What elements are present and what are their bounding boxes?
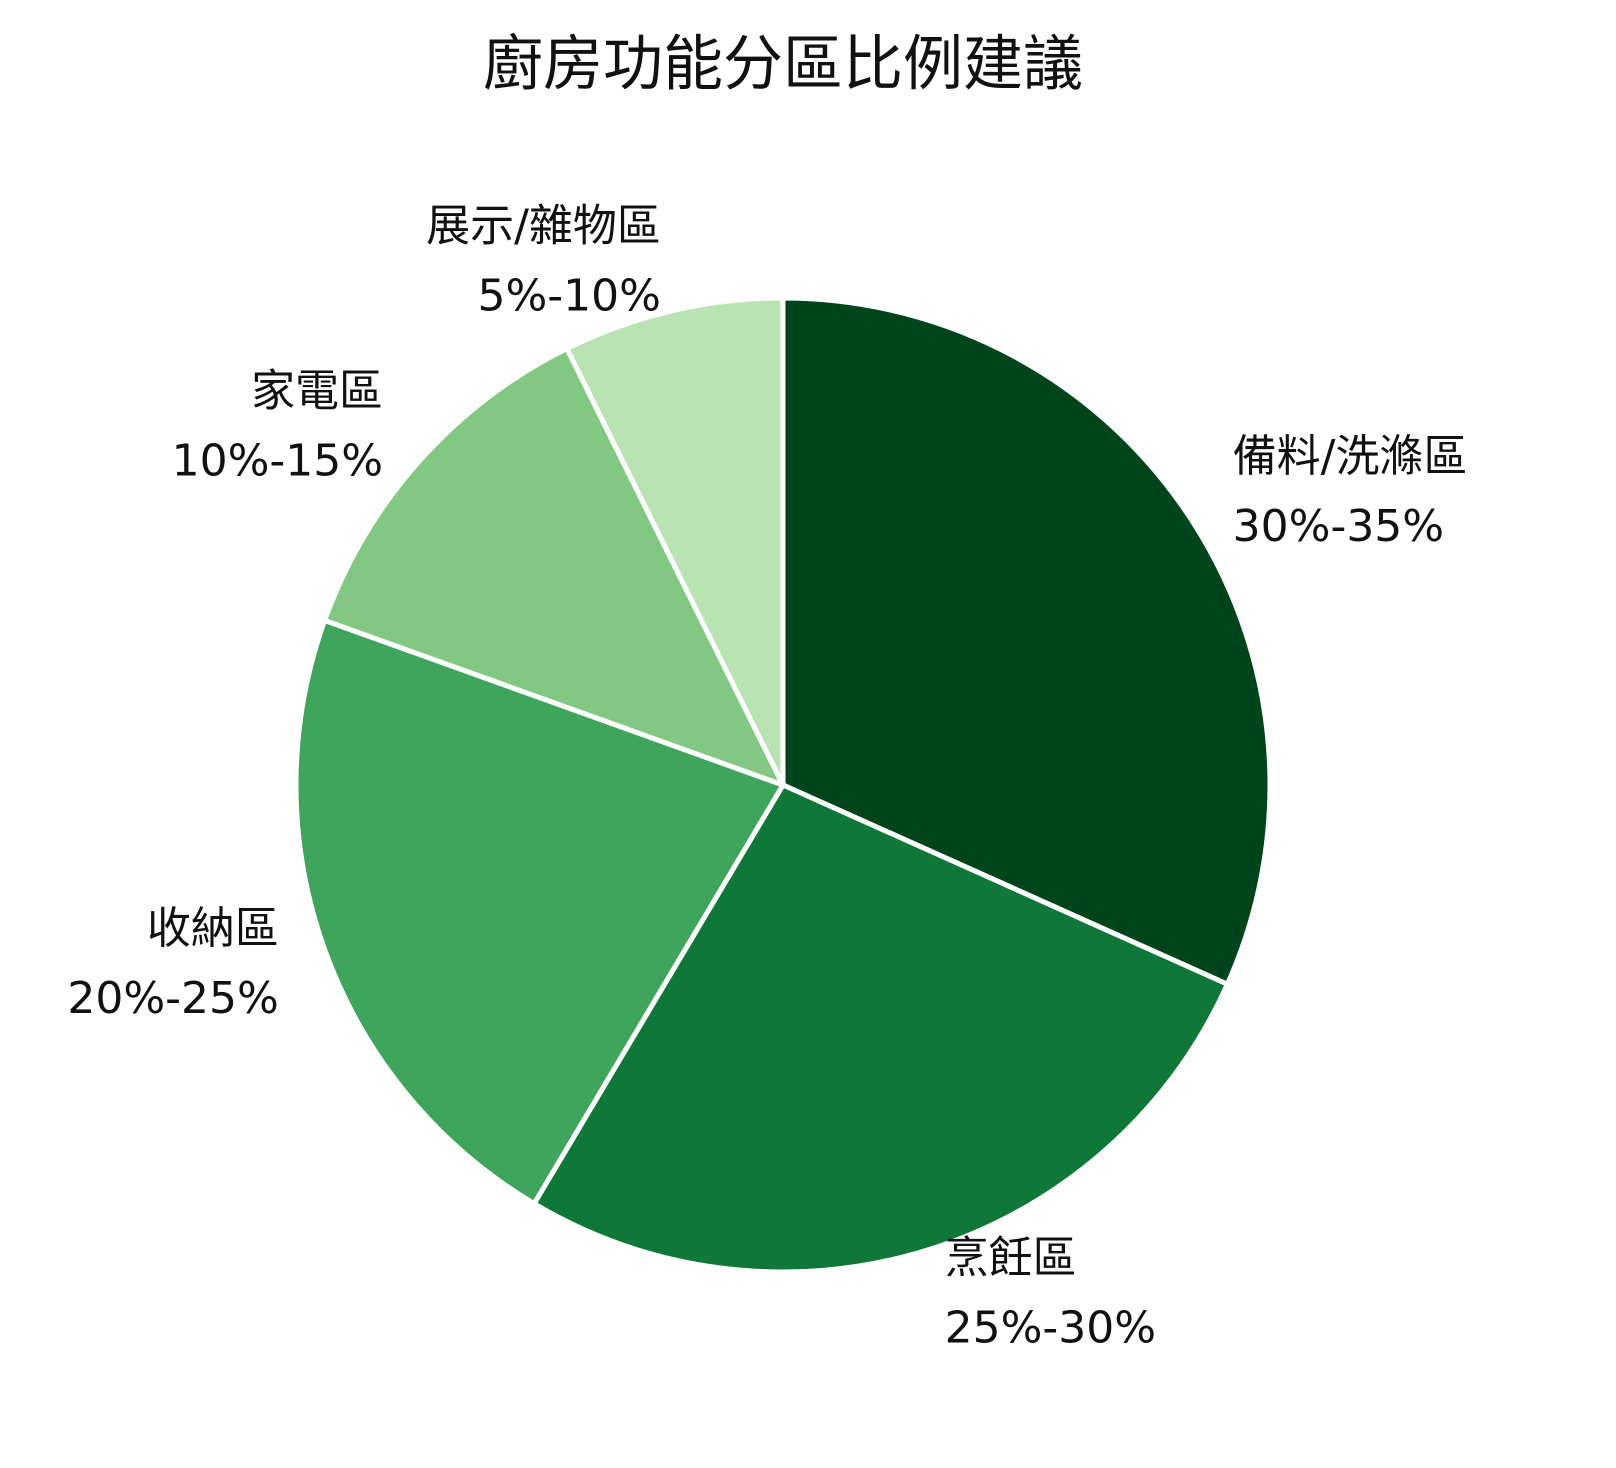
slice-value-label: 30%-35% [1233,501,1444,552]
pie-slice [321,345,788,790]
pie-slice [293,617,787,1208]
slice-value-label: 5%-10% [477,270,660,321]
chart-title: 廚房功能分區比例建議 [483,30,1083,100]
pie-slice [563,295,786,787]
slice-value-label: 25%-30% [945,1303,1156,1354]
slice-value-label: 20%-25% [67,973,278,1024]
slice-label: 家電區 [251,366,383,417]
slice-value-label: 10%-15% [172,436,383,487]
pie-slice [530,781,1231,1275]
slice-label: 收納區 [147,903,279,954]
slice-label: 展示/雜物區 [426,200,661,251]
slice-label: 烹飪區 [945,1233,1077,1284]
pie-slice [780,295,1273,988]
slice-label: 備料/洗滌區 [1233,431,1468,482]
